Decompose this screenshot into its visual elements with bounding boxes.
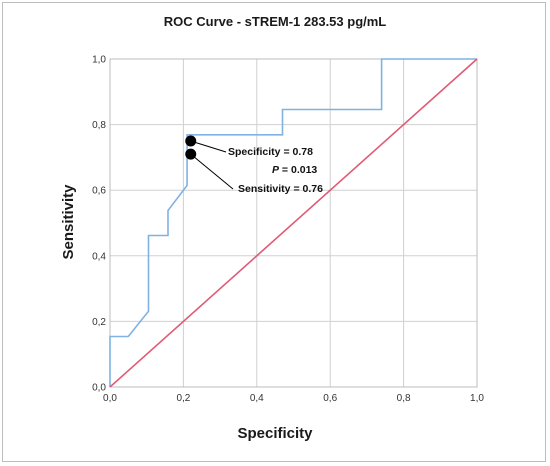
plot-area-border [109, 58, 478, 388]
cutoff-point-marker [185, 148, 197, 160]
annotation-leaders [190, 140, 234, 190]
reference-diagonal-line [109, 58, 478, 388]
series-layer [109, 58, 478, 388]
p-value: = 0.013 [279, 164, 317, 176]
y-tick-label: 0,4 [92, 251, 106, 262]
x-axis-title: Specificity [237, 425, 313, 442]
p-symbol: P [272, 164, 280, 176]
x-tick-label: 0,6 [323, 393, 337, 404]
annotation-specificity: Specificity = 0.78 [228, 146, 313, 158]
x-axis-ticks: 0,0 0,2 0,4 0,6 0,8 1,0 [103, 393, 484, 404]
annotation-leader-line [190, 153, 234, 190]
annotation-sensitivity: Sensitivity = 0.76 [238, 183, 323, 195]
x-tick-label: 1,0 [470, 393, 484, 404]
y-tick-label: 0,0 [92, 383, 106, 394]
x-tick-label: 0,4 [250, 393, 264, 404]
cutoff-point-marker [185, 135, 197, 147]
y-axis-title: Sensitivity [60, 184, 77, 260]
x-tick-label: 0,0 [103, 393, 117, 404]
x-tick-label: 0,2 [176, 393, 190, 404]
roc-curve-line [109, 58, 477, 387]
point-layer [185, 135, 197, 160]
annotation-p-value: P = 0.013 [272, 164, 317, 176]
y-tick-label: 0,8 [92, 120, 106, 131]
y-tick-label: 0,6 [92, 186, 106, 197]
y-tick-label: 1,0 [92, 55, 106, 66]
chart-title: ROC Curve - sTREM-1 283.53 pg/mL [164, 14, 387, 29]
y-axis-ticks: 0,0 0,2 0,4 0,6 0,8 1,0 [92, 55, 106, 394]
annotation-leader-line [190, 140, 227, 153]
y-tick-label: 0,2 [92, 317, 106, 328]
x-tick-label: 0,8 [397, 393, 411, 404]
